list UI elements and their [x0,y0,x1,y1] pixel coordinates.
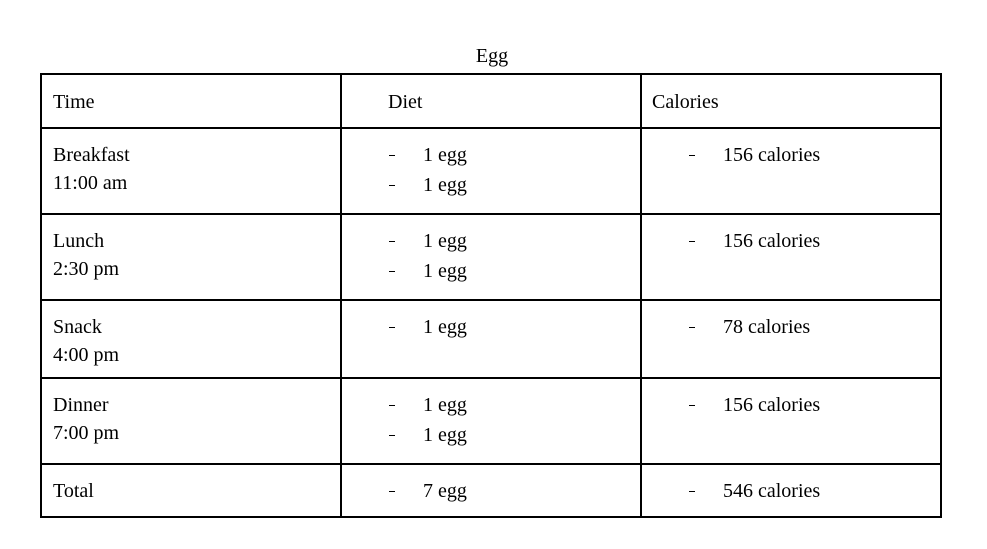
time-text: Total [53,480,94,502]
diet-text: 7 egg [423,480,467,502]
calories-text: 156 calories [723,230,821,252]
calories-cell: 156 calories [640,377,942,465]
time-text: Snack [53,316,102,338]
bullet-dash [689,404,695,406]
header-row: Time Diet Calories [40,73,942,129]
calories-text: 156 calories [723,394,821,416]
calories-cell: 78 calories [640,299,942,379]
time-cell: Breakfast 11:00 am [40,127,342,215]
diet-text: 1 egg [423,144,467,166]
diet-text: 1 egg [423,260,467,282]
diet-text: 1 egg [423,230,467,252]
list-item: 1 egg [342,389,640,421]
table-row: Dinner 7:00 pm 1 egg 1 egg 156 calories [40,377,942,465]
list-item: 78 calories [642,311,940,343]
list-item: 156 calories [642,139,940,171]
diet-table: Time Diet Calories Breakfast 11:00 am 1 egg 1 … [40,73,942,518]
table-body: Time Diet Calories Breakfast 11:00 am 1 egg 1 … [40,73,942,518]
list-item: 1 egg [342,419,640,451]
diet-text: 1 egg [423,174,467,196]
time-cell: Snack 4:00 pm [40,299,342,379]
table-row: Breakfast 11:00 am 1 egg 1 egg 156 calories [40,127,942,215]
bullet-dash [389,326,395,328]
header-cell: Diet [340,73,642,129]
bullet-dash [389,404,395,406]
time-cell: Dinner 7:00 pm [40,377,342,465]
list-item: 156 calories [642,225,940,257]
bullet-dash [389,270,395,272]
diet-cell: 7 egg [340,463,642,518]
diet-cell: 1 egg 1 egg [340,127,642,215]
time-text: Dinner [53,394,109,416]
calories-text: 78 calories [723,316,811,338]
diet-text: 1 egg [423,394,467,416]
diet-text: 1 egg [423,316,467,338]
calories-cell: 156 calories [640,127,942,215]
bullet-dash [389,184,395,186]
time-text: Lunch [53,230,105,252]
calories-cell: 546 calories [640,463,942,518]
diet-cell: 1 egg [340,299,642,379]
bullet-dash [389,490,395,492]
list-item: 1 egg [342,255,640,287]
time-text: 2:30 pm [53,258,120,280]
time-cell: Lunch 2:30 pm [40,213,342,301]
table-row: Total 7 egg 546 calories [40,463,942,518]
list-item: 7 egg [342,475,640,507]
bullet-dash [689,326,695,328]
list-item: 1 egg [342,311,640,343]
calories-cell: 156 calories [640,213,942,301]
time-text: 4:00 pm [53,344,120,366]
calories-text: 156 calories [723,144,821,166]
list-item: 1 egg [342,225,640,257]
diet-text: 1 egg [423,424,467,446]
bullet-dash [389,154,395,156]
diet-cell: 1 egg 1 egg [340,377,642,465]
time-cell: Total [40,463,342,518]
time-text: Breakfast [53,144,130,166]
time-text: 7:00 pm [53,422,120,444]
table-title: Egg [475,45,509,67]
calories-text: 546 calories [723,480,821,502]
table-row: Snack 4:00 pm 1 egg 78 calories [40,299,942,379]
list-item: 1 egg [342,139,640,171]
bullet-dash [389,434,395,436]
diet-cell: 1 egg 1 egg [340,213,642,301]
header-cell: Time [40,73,342,129]
bullet-dash [689,154,695,156]
bullet-dash [389,240,395,242]
list-item: 1 egg [342,169,640,201]
list-item: 546 calories [642,475,940,507]
table-row: Lunch 2:30 pm 1 egg 1 egg 156 calories [40,213,942,301]
bullet-dash [689,490,695,492]
bullet-dash [689,240,695,242]
list-item: 156 calories [642,389,940,421]
time-text: 11:00 am [53,172,128,194]
header-cell: Calories [640,73,942,129]
